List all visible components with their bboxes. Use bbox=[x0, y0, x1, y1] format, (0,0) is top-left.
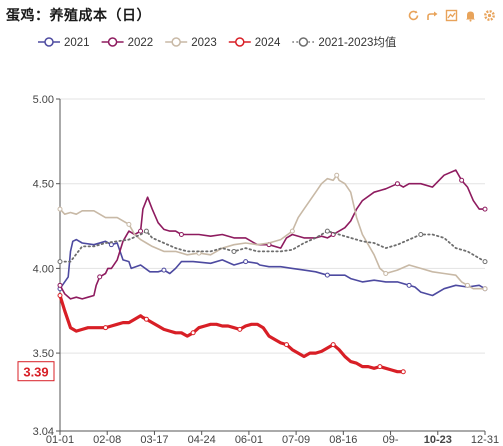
series-point bbox=[190, 330, 196, 336]
legend-marker bbox=[298, 37, 309, 47]
x-tick-label: 07-09 bbox=[282, 434, 310, 446]
x-tick-label: 06-01 bbox=[235, 434, 263, 446]
series-point bbox=[406, 282, 412, 288]
series-point bbox=[161, 267, 167, 273]
x-tick-label: 01-01 bbox=[46, 434, 74, 446]
series-line-4 bbox=[59, 230, 486, 263]
series-point bbox=[482, 286, 488, 292]
legend-item-3[interactable]: 2024 bbox=[228, 37, 281, 49]
series-point bbox=[482, 206, 488, 212]
legend-item-2[interactable]: 2023 bbox=[165, 37, 217, 49]
series-point bbox=[324, 228, 330, 234]
y-tick-label: 4.50 bbox=[33, 179, 54, 191]
series-point bbox=[418, 232, 424, 238]
series-point bbox=[143, 316, 149, 322]
series-point bbox=[289, 228, 295, 234]
legend: 2021 2022 2023 2024 2021-2023均值 bbox=[38, 36, 397, 49]
refresh-icon[interactable] bbox=[405, 7, 421, 23]
legend-label: 2022 bbox=[128, 37, 154, 49]
x-tick-label-highlight: 10-23 bbox=[424, 434, 452, 446]
legend-item-1[interactable]: 2022 bbox=[101, 37, 154, 49]
series-point bbox=[57, 292, 63, 298]
y-tick-label: 5.00 bbox=[33, 94, 54, 106]
series-line-0 bbox=[59, 238, 486, 297]
series-layer bbox=[57, 169, 488, 375]
series-point bbox=[237, 326, 243, 332]
series-line-1 bbox=[59, 169, 486, 300]
series-point bbox=[57, 259, 63, 265]
series-point bbox=[143, 228, 149, 234]
x-tick-label: 12-31 bbox=[471, 434, 499, 446]
series-point bbox=[459, 177, 465, 183]
legend-label: 2024 bbox=[255, 37, 281, 49]
series-point bbox=[324, 272, 330, 278]
x-tick-label: 02-08 bbox=[93, 434, 121, 446]
x-tick-label: 04-24 bbox=[188, 434, 216, 446]
series-point bbox=[330, 342, 336, 348]
series-point bbox=[482, 259, 488, 265]
settings-icon[interactable] bbox=[481, 7, 497, 23]
legend-item-4[interactable]: 2021-2023均值 bbox=[292, 36, 397, 49]
share-icon[interactable] bbox=[424, 7, 440, 23]
series-line-2 bbox=[59, 174, 486, 290]
series-point bbox=[178, 232, 184, 238]
chart-title: 蛋鸡：养殖成本（日） bbox=[6, 8, 151, 24]
series-point bbox=[464, 282, 470, 288]
series-point bbox=[126, 221, 132, 227]
series-line-3 bbox=[58, 293, 405, 374]
bell-icon[interactable] bbox=[462, 7, 478, 23]
x-tick-label: 03-17 bbox=[140, 434, 168, 446]
y-tick-label: 4.00 bbox=[33, 263, 54, 275]
legend-marker bbox=[171, 37, 181, 47]
x-tick-label: 09- bbox=[383, 434, 399, 446]
legend-item-0[interactable]: 2021 bbox=[38, 37, 90, 49]
legend-label: 2021-2023均值 bbox=[318, 36, 396, 49]
series-point bbox=[243, 259, 249, 265]
last-value-label: 3.39 bbox=[23, 365, 48, 380]
series-point bbox=[400, 369, 406, 375]
series-point bbox=[138, 228, 144, 234]
series-point bbox=[394, 181, 400, 187]
download-icon[interactable] bbox=[443, 7, 459, 23]
last-value-box bbox=[17, 361, 55, 382]
series-point bbox=[57, 206, 63, 212]
series-point bbox=[383, 270, 389, 276]
legend-marker bbox=[44, 37, 54, 47]
overlay: 3.39 bbox=[17, 361, 55, 382]
y-tick-label: 3.50 bbox=[33, 348, 54, 360]
legend-marker bbox=[107, 37, 118, 47]
series-point bbox=[231, 248, 237, 254]
series-point bbox=[284, 342, 290, 348]
series-point bbox=[377, 364, 383, 370]
series-point bbox=[334, 172, 340, 178]
series-point bbox=[108, 242, 114, 248]
y-tick-label: 3.04 bbox=[33, 426, 54, 438]
series-point bbox=[97, 274, 103, 280]
series-point bbox=[57, 282, 63, 288]
legend-marker bbox=[235, 37, 245, 47]
legend-label: 2021 bbox=[64, 37, 90, 49]
x-tick-label: 08-16 bbox=[329, 434, 357, 446]
series-point bbox=[103, 325, 109, 331]
grid bbox=[60, 98, 485, 354]
toolbar bbox=[405, 7, 497, 23]
legend-label: 2023 bbox=[191, 37, 217, 49]
